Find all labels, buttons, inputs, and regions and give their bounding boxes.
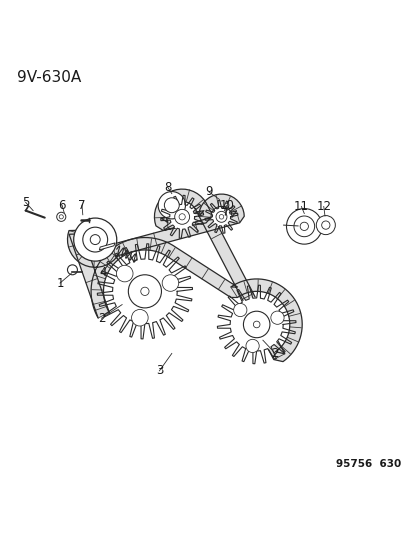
Polygon shape — [67, 189, 301, 361]
Circle shape — [243, 311, 269, 338]
Circle shape — [174, 209, 189, 224]
Text: 7: 7 — [78, 199, 85, 212]
Text: 11: 11 — [293, 200, 308, 213]
Circle shape — [270, 311, 283, 324]
Circle shape — [216, 212, 226, 222]
Circle shape — [164, 198, 179, 213]
Circle shape — [293, 216, 314, 237]
Text: 1: 1 — [56, 277, 64, 289]
Circle shape — [90, 235, 100, 245]
Text: 4: 4 — [99, 266, 106, 279]
Circle shape — [158, 191, 185, 219]
Text: 95756  630: 95756 630 — [335, 458, 401, 469]
Text: 2: 2 — [97, 312, 105, 325]
Circle shape — [162, 274, 178, 292]
Circle shape — [116, 265, 133, 282]
Text: 9: 9 — [205, 185, 212, 198]
Circle shape — [140, 287, 149, 295]
Circle shape — [74, 218, 116, 261]
Text: 9V-630A: 9V-630A — [17, 70, 81, 85]
Polygon shape — [112, 259, 177, 324]
Text: 2: 2 — [271, 347, 278, 360]
Circle shape — [67, 265, 77, 275]
Circle shape — [131, 310, 148, 326]
Circle shape — [128, 275, 161, 308]
Text: 8: 8 — [164, 181, 171, 193]
Circle shape — [219, 215, 223, 219]
Circle shape — [286, 208, 321, 244]
Circle shape — [245, 340, 259, 352]
Polygon shape — [212, 208, 230, 226]
Polygon shape — [99, 243, 115, 250]
Polygon shape — [230, 298, 282, 351]
Circle shape — [57, 212, 66, 221]
Circle shape — [224, 203, 228, 207]
Circle shape — [178, 214, 185, 220]
Circle shape — [299, 222, 308, 230]
Text: 6: 6 — [58, 199, 66, 212]
Text: 10: 10 — [219, 199, 234, 212]
Circle shape — [316, 215, 335, 235]
Text: 12: 12 — [316, 200, 330, 213]
Circle shape — [59, 215, 63, 219]
Text: 3: 3 — [155, 365, 163, 377]
Text: 5: 5 — [22, 196, 29, 209]
Polygon shape — [169, 204, 194, 229]
Circle shape — [233, 303, 246, 317]
Circle shape — [253, 321, 259, 328]
Circle shape — [83, 227, 107, 252]
Circle shape — [321, 221, 329, 229]
